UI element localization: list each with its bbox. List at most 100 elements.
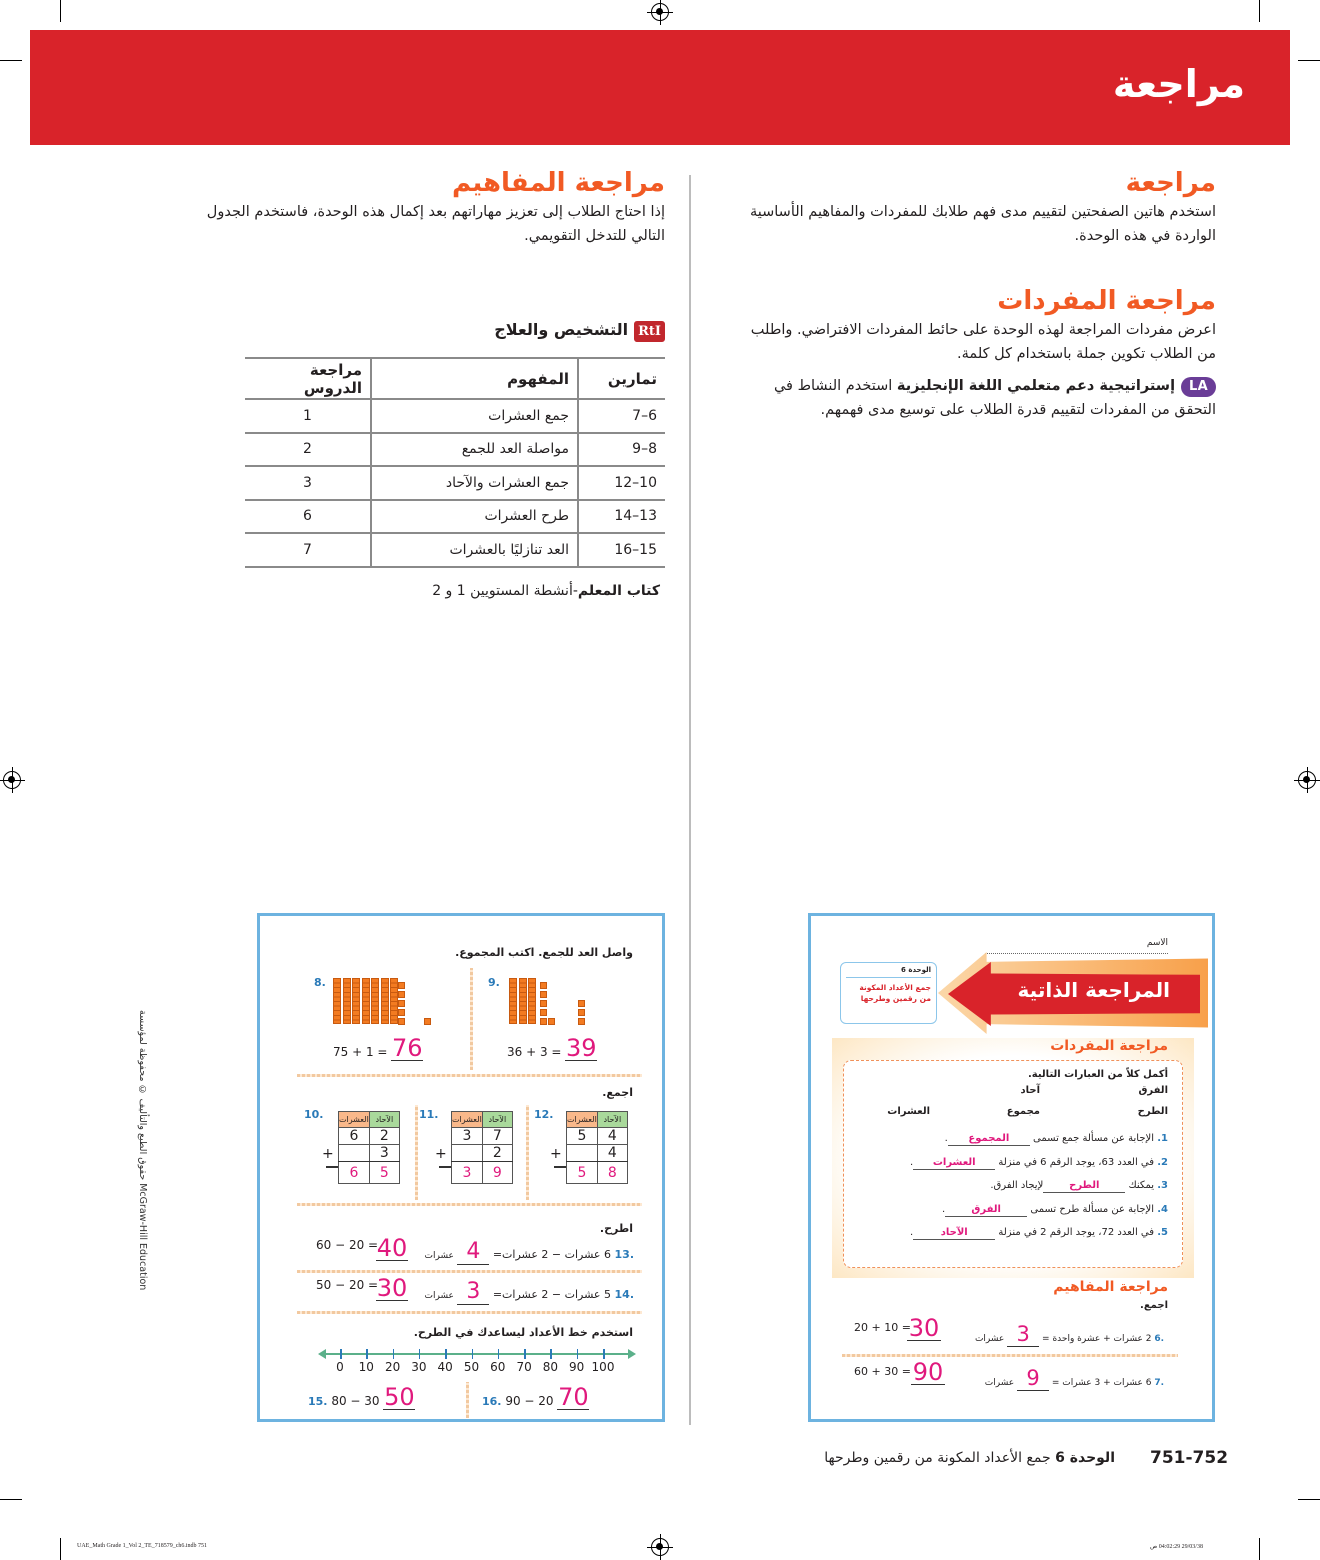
question-number: .6 [1154,1334,1164,1344]
ones-header: الآحاد [596,1111,628,1128]
tick-label: 20 [384,1360,401,1374]
item-text-end: . [942,1203,946,1215]
cell: 7 [481,1127,513,1145]
name-field[interactable]: الاسم [985,938,1168,954]
la-title: إستراتيجية دعم متعلمي اللغة الإنجليزية [896,378,1176,394]
crop-mark [60,1538,61,1560]
answer: 50 [383,1383,416,1411]
item-text: يمكنك [1128,1180,1155,1191]
tick-label: 80 [542,1360,559,1374]
q13-words: .13 6 عشرات − 2 عشرات= 4 عشرات [424,1240,635,1265]
cell: 5 [566,1127,598,1145]
question-number: .7 [1154,1378,1164,1388]
cell: 6 [338,1127,370,1145]
la-text: استخدم النشاط في التحقق من المفردات لتقي… [773,378,1216,418]
question-number: 10. [304,1108,324,1121]
tick-mark [550,1349,552,1359]
footer-unit: الوحدة 6 جمع الأعداد المكونة من رقمين وط… [760,1450,1115,1466]
unit-cube [398,1009,405,1016]
divider [297,1311,642,1314]
ten-rod [361,978,370,1024]
tens-header: العشرات [338,1111,370,1128]
question-number: 8. [314,976,326,989]
arrow-right-icon [628,1349,636,1359]
cell: 3 [245,465,372,501]
tick-label: 50 [463,1360,480,1374]
vocab-item: 2. في العدد 63، يوجد الرقم 6 في منزلة ال… [858,1151,1168,1175]
review-text: استخدم هاتين الصفحتين لتقييم مدى فهم طلا… [749,204,1216,244]
unit: عشرات [424,1251,454,1261]
tick-mark [340,1349,342,1359]
answer-cell: 8 [596,1161,628,1184]
table-row: 10–12 جمع العشرات والآحاد 3 [245,465,665,501]
question-number: 15. [308,1395,328,1408]
equation-text: 36 + 3 = [507,1045,562,1059]
tick-label: 40 [437,1360,453,1374]
word-bank: الفرق آحاد الطرح مجموع العشرات [858,1083,1168,1127]
left-column: مراجعة المفاهيم إذا احتاج الطلاب إلى تعز… [185,168,665,248]
divider [297,1270,642,1273]
cell: 6–7 [578,398,665,434]
tick-mark [603,1349,605,1359]
page-numbers: 751-752 [1150,1448,1229,1468]
cell: 2 [481,1144,513,1162]
answer: 30 [376,1274,408,1302]
tick-mark [392,1349,395,1359]
answer-cell: 6 [338,1161,370,1184]
q6: 20 + 10 = 30 .6 2 عشرات + عشرة واحدة = 3… [854,1316,1164,1347]
cell [338,1144,370,1162]
header-banner [30,30,1290,145]
unit-cube [578,1018,585,1025]
cell: 15–16 [578,532,665,568]
registration-mark-icon [0,767,25,793]
equation-text: 60 − 20 = [316,1238,379,1252]
divider [297,1203,642,1206]
answer-blank: الفرق [945,1204,1028,1217]
right-column: مراجعة استخدم هاتين الصفحتين لتقييم مدى … [730,168,1216,422]
item-number: 4. [1157,1203,1168,1215]
concepts-heading: مراجعة المفاهيم [1053,1279,1168,1295]
arrow-left-icon [318,1349,326,1359]
sum-line [439,1166,451,1168]
cell: طرح العشرات [371,498,579,534]
ones-header: الآحاد [481,1111,513,1128]
unit-title: جمع الأعداد المكونة من رقمين وطرحها [859,983,931,1003]
unit-cube [398,1018,405,1025]
unit-cube [578,1009,585,1016]
question-number: .13 [614,1248,635,1261]
ten-rod [380,978,389,1024]
subtract-label: اطرح. [599,1222,633,1235]
divider [297,1074,642,1077]
tick-label: 10 [358,1360,374,1374]
vocab-item: 1. الإجابة عن مسألة جمع تسمى المجموع. [858,1127,1168,1151]
footer-unit-title: جمع الأعداد المكونة من رقمين وطرحها [824,1450,1051,1466]
q8-equation: 75 + 1 = 76 [333,1036,424,1061]
word: الطرح [1137,1106,1168,1117]
answer: 40 [376,1234,408,1262]
crop-mark [60,0,61,22]
divider [526,1105,529,1200]
word: الفرق [1138,1085,1168,1096]
cell: جمع العشرات [371,398,579,434]
vocab-item: 5. في العدد 72، يوجد الرقم 2 في منزلة ال… [858,1221,1168,1245]
ten-rod [352,978,360,1024]
slug-filename: UAE_Math Grade 1_Vol 2_TE_718579_ch6.ind… [77,1543,208,1549]
unit-cube [540,991,547,998]
q9-equation: 36 + 3 = 39 [507,1036,598,1061]
answer: 90 [911,1358,945,1386]
cell: جمع العشرات والآحاد [371,465,579,501]
cell: 1 [245,398,372,434]
cell [451,1144,483,1162]
item-number: 5. [1157,1227,1168,1238]
review-heading: مراجعة [1125,168,1216,198]
question-number: 12. [534,1108,554,1121]
q14: 50 − 20 = 30 .14 5 عشرات − 2 عشرات= 3 عش… [316,1274,634,1305]
word: آحاد [1020,1085,1040,1096]
vocab-heading: مراجعة المفردات [997,286,1216,316]
equation-text: 60 + 30 = [854,1365,911,1378]
ten-rod [371,978,379,1024]
cell: 4 [596,1127,628,1145]
teacher-book-text: -أنشطة المستويين 1 و 2 [432,583,578,599]
ten-rod [518,978,527,1024]
